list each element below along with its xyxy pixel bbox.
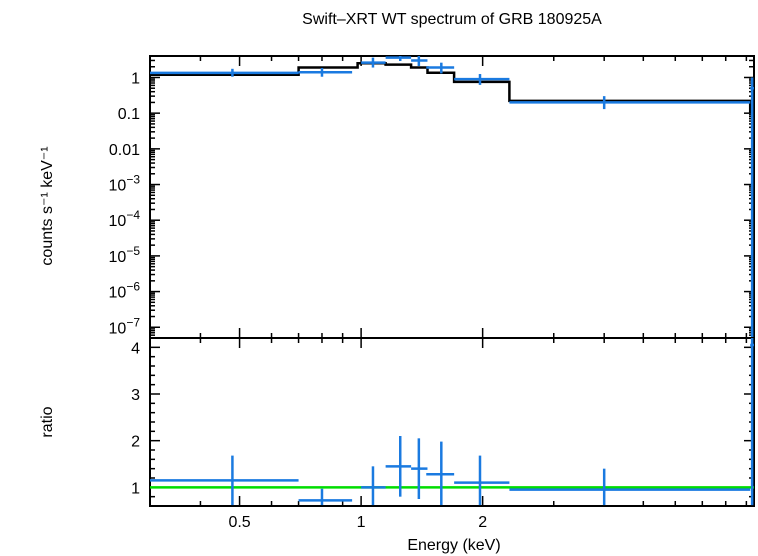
data-point — [361, 466, 386, 506]
data-point — [454, 455, 510, 506]
bottom-panel: 1 2 3 4 ratio — [39, 337, 755, 507]
top-data-points — [150, 56, 754, 338]
x-tick-label: 0.5 — [228, 514, 250, 531]
data-point — [426, 441, 455, 506]
y-tick-label: 10−3 — [109, 173, 141, 195]
data-point — [298, 67, 353, 77]
data-point — [750, 338, 754, 506]
y-tick-label: 3 — [131, 387, 140, 404]
y-tick-label: 0.01 — [109, 142, 140, 159]
y-tick-label: 10−4 — [109, 208, 141, 230]
data-point — [411, 56, 428, 66]
y-tick-label: 2 — [131, 434, 140, 451]
model-step-line — [150, 62, 754, 113]
y-tick-label: 10−6 — [109, 280, 141, 302]
x-axis-label: Energy (keV) — [407, 537, 500, 554]
data-point — [385, 56, 412, 61]
y-tick-label: 4 — [131, 340, 140, 357]
top-panel-frame — [149, 55, 755, 339]
data-point — [385, 436, 412, 497]
y-tick-label: 0.1 — [118, 106, 140, 123]
bottom-y-axis-label: ratio — [39, 406, 56, 437]
bottom-y-tick-labels: 1 2 3 4 — [131, 340, 140, 497]
x-tick-label: 2 — [478, 514, 487, 531]
model-curve — [150, 62, 754, 113]
top-y-axis-label: counts s⁻¹ keV⁻¹ — [39, 146, 56, 265]
data-point — [509, 468, 751, 506]
top-y-tick-labels: 1 0.1 0.01 10−3 10−4 10−5 10−6 10−7 — [109, 70, 141, 337]
data-point — [150, 68, 299, 77]
data-point — [750, 77, 754, 338]
y-tick-label: 1 — [131, 480, 140, 497]
data-point — [361, 57, 386, 68]
bottom-data-points — [150, 338, 754, 506]
data-point — [150, 455, 299, 506]
data-point — [454, 74, 510, 85]
chart-title: Swift–XRT WT spectrum of GRB 180925A — [302, 11, 602, 28]
data-point — [411, 438, 428, 499]
y-tick-label: 10−5 — [109, 244, 141, 266]
bottom-panel-ticks — [149, 338, 754, 506]
y-tick-label: 1 — [131, 70, 140, 87]
top-panel-ticks — [149, 55, 754, 339]
data-point — [298, 488, 353, 506]
data-point — [509, 96, 751, 110]
top-panel: 1 0.1 0.01 10−3 10−4 10−5 10−6 10−7 counts s⁻¹ … — [39, 55, 755, 339]
x-tick-label: 1 — [357, 514, 366, 531]
y-tick-label: 10−7 — [109, 315, 141, 337]
x-tick-labels: 0.5 1 2 — [228, 514, 487, 531]
data-point — [426, 62, 455, 74]
